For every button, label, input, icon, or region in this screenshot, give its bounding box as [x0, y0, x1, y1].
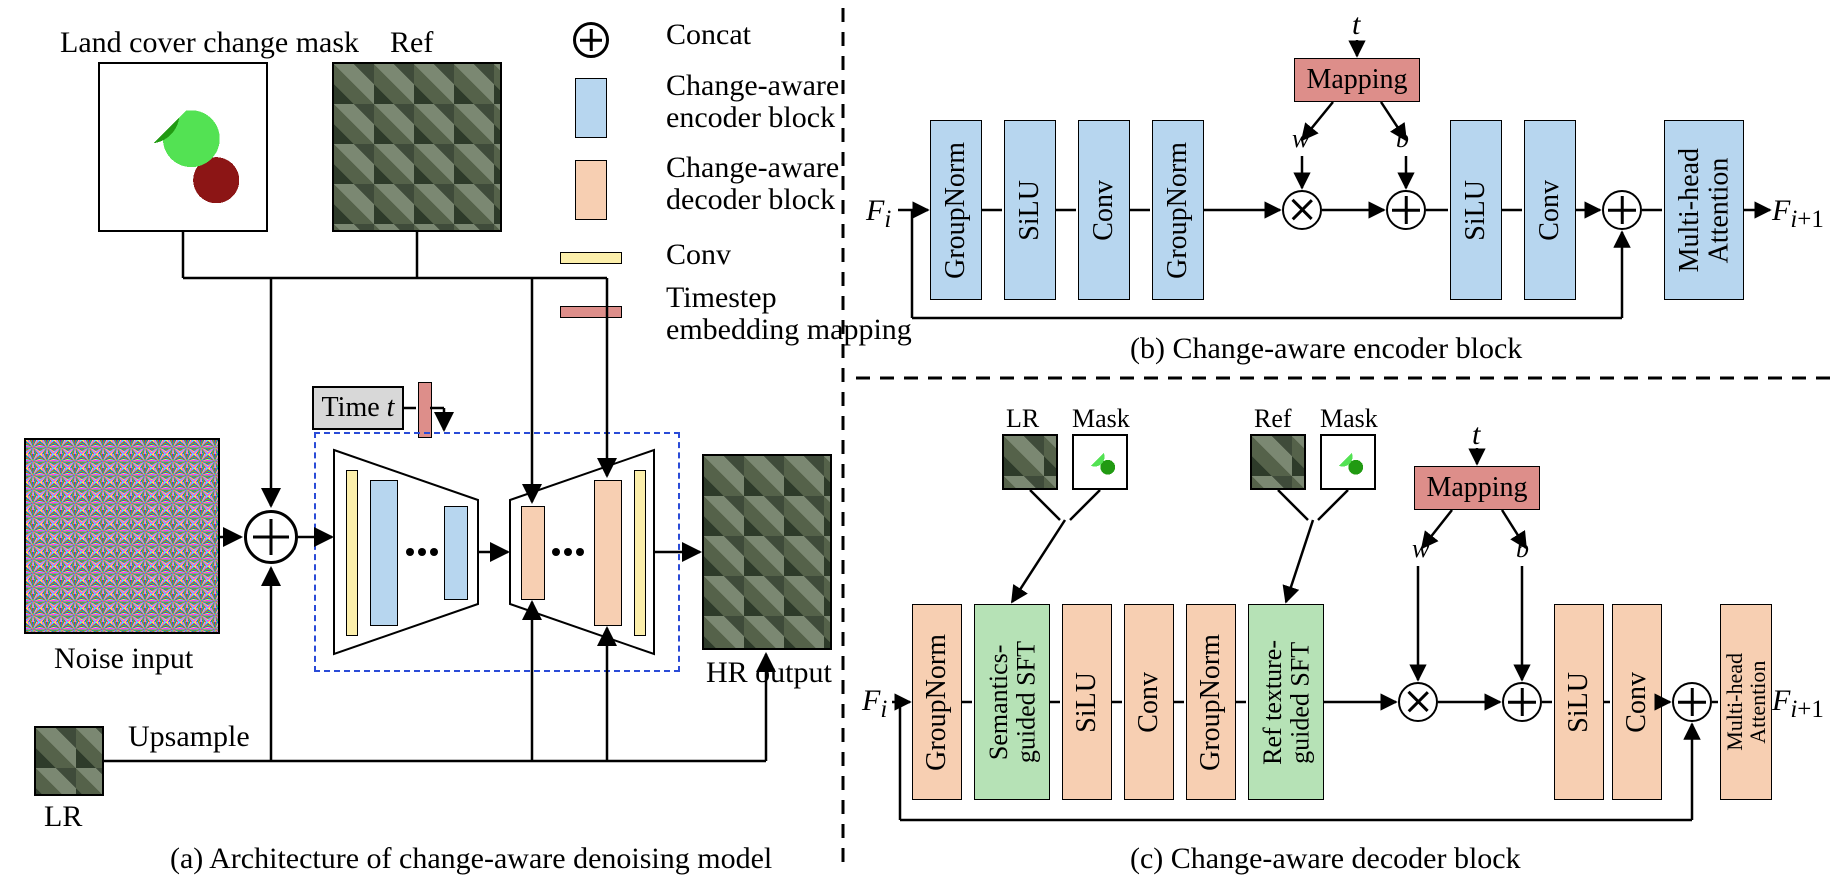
- c-out-arrow: [0, 0, 1846, 896]
